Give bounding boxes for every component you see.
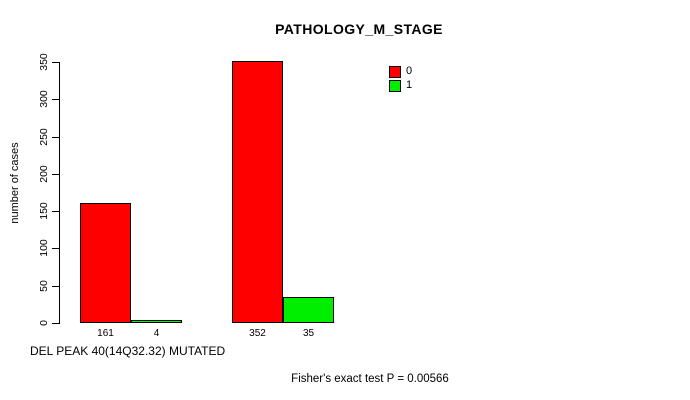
legend-swatch-icon — [389, 79, 401, 92]
y-axis-label: number of cases — [9, 142, 21, 224]
y-axis-tick — [52, 211, 59, 212]
y-axis-tick-label: 100 — [38, 239, 50, 257]
x-axis-caption: DEL PEAK 40(14Q32.32) MUTATED — [30, 344, 226, 358]
legend-swatch-icon — [389, 65, 401, 78]
y-axis-tick-label: 0 — [38, 320, 50, 326]
y-axis-tick — [52, 62, 59, 63]
bar-count-label: 35 — [302, 328, 315, 339]
bar-series-1 — [131, 320, 182, 323]
y-axis-tick — [52, 137, 59, 138]
y-axis-tick-label: 200 — [38, 165, 50, 183]
bar-count-label: 161 — [97, 328, 114, 339]
y-axis-tick-label: 300 — [38, 90, 50, 108]
legend-entry: 0 — [389, 65, 412, 78]
y-axis-tick — [52, 248, 59, 249]
bar-count-label: 4 — [153, 328, 160, 339]
y-axis-tick — [52, 323, 59, 324]
y-axis-tick-label: 350 — [38, 53, 50, 71]
y-axis-tick — [52, 99, 59, 100]
pvalue-annotation: Fisher's exact test P = 0.00566 — [291, 373, 449, 385]
bar-series-0 — [232, 61, 283, 323]
bar-count-label: 352 — [249, 328, 266, 339]
bar-series-0 — [80, 203, 131, 323]
y-axis-line — [59, 62, 60, 324]
legend-label: 1 — [406, 79, 413, 91]
y-axis-tick — [52, 174, 59, 175]
legend-entry: 1 — [389, 79, 412, 92]
y-axis-tick — [52, 286, 59, 287]
chart-title: PATHOLOGY_M_STAGE — [275, 21, 443, 37]
y-axis-tick-label: 150 — [38, 202, 50, 220]
legend-label: 0 — [406, 65, 413, 77]
bar-series-1 — [283, 297, 334, 323]
y-axis-tick-label: 50 — [38, 280, 50, 292]
y-axis-tick-label: 250 — [38, 128, 50, 146]
